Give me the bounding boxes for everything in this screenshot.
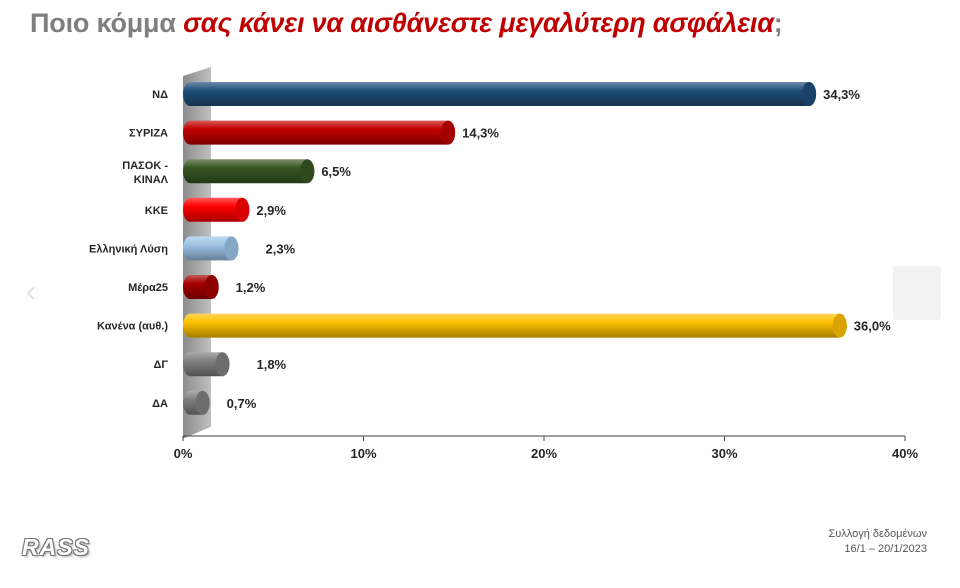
bar-body — [183, 236, 239, 261]
bar-end-cap — [204, 275, 219, 299]
bar-body — [183, 120, 456, 145]
x-tick-label: 30% — [711, 446, 737, 461]
x-tick-label: 20% — [531, 446, 557, 461]
x-tick-label: 10% — [350, 446, 376, 461]
bar-body — [183, 159, 315, 184]
category-label: ΣΥΡΙΖΑ — [129, 128, 168, 140]
value-label: 1,8% — [256, 357, 286, 372]
category-label: ΚΚΕ — [145, 205, 168, 217]
rass-logo: RASS — [22, 534, 90, 560]
bar-body — [183, 313, 847, 338]
bar-body — [183, 82, 817, 106]
category-label: ΔΓ — [153, 359, 168, 371]
bar-end-cap — [235, 197, 250, 222]
category-label: Ελληνική Λύση — [89, 243, 168, 255]
x-tick-label: 0% — [174, 446, 193, 461]
next-slide-button[interactable] — [893, 266, 941, 320]
chart-title: Ποιο κόμμα σας κάνει να αισθάνεστε μεγαλ… — [30, 8, 783, 39]
bar — [183, 197, 250, 222]
bar — [183, 159, 315, 184]
bar-end-cap — [441, 120, 456, 145]
bar-body — [183, 197, 250, 222]
category-label: ΝΔ — [152, 89, 168, 101]
chevron-left-icon[interactable]: ‹ — [26, 275, 36, 308]
value-label: 14,3% — [462, 126, 499, 141]
footer-line-2: 16/1 – 20/1/2023 — [844, 543, 927, 555]
bar — [183, 275, 219, 299]
x-axis: 0% 10% 20% 30% 40% — [174, 435, 918, 461]
footer-line-1: Συλλογή δεδομένων — [828, 528, 927, 540]
title-part-2: σας κάνει να αισθάνεστε μεγαλύτερη ασφάλ… — [183, 8, 774, 38]
category-label: Μέρα25 — [128, 282, 168, 294]
value-label: 1,2% — [236, 280, 266, 295]
value-label: 6,5% — [321, 164, 351, 179]
value-label: 2,3% — [266, 241, 296, 256]
category-label: ΔΑ — [152, 398, 168, 410]
bar-end-cap — [802, 82, 817, 106]
bar-end-cap — [215, 352, 230, 377]
category-label: Κανένα (αυθ.) — [97, 321, 168, 333]
bar-end-cap — [832, 313, 847, 338]
value-label: 2,9% — [256, 203, 286, 218]
title-part-3: ; — [773, 8, 783, 38]
bar — [183, 236, 239, 261]
bar-end-cap — [300, 159, 315, 184]
bar-end-cap — [195, 390, 210, 415]
bar — [183, 120, 456, 145]
bar — [183, 82, 817, 106]
category-label: ΠΑΣΟΚ -ΚΙΝΑΛ — [122, 160, 168, 186]
bars-group — [183, 82, 847, 415]
bar-end-cap — [224, 236, 239, 261]
title-part-1: Ποιο κόμμα — [30, 8, 184, 38]
value-label: 34,3% — [823, 87, 860, 102]
x-tick-label: 40% — [892, 446, 918, 461]
bar — [183, 313, 847, 338]
value-label: 36,0% — [854, 319, 891, 334]
value-label: 0,7% — [227, 396, 257, 411]
value-labels: 34,3% 14,3% 6,5% 2,9% 2,3% 1,2% 36,0% 1,8% 0,7% — [227, 87, 891, 411]
bar — [183, 352, 230, 377]
category-labels: ΝΔ ΣΥΡΙΖΑ ΠΑΣΟΚ -ΚΙΝΑΛ ΚΚΕ Ελληνική Λύση Μέρα… — [89, 89, 169, 410]
bar — [183, 390, 210, 415]
data-collection-note: Συλλογή δεδομένων 16/1 – 20/1/2023 — [828, 527, 927, 557]
